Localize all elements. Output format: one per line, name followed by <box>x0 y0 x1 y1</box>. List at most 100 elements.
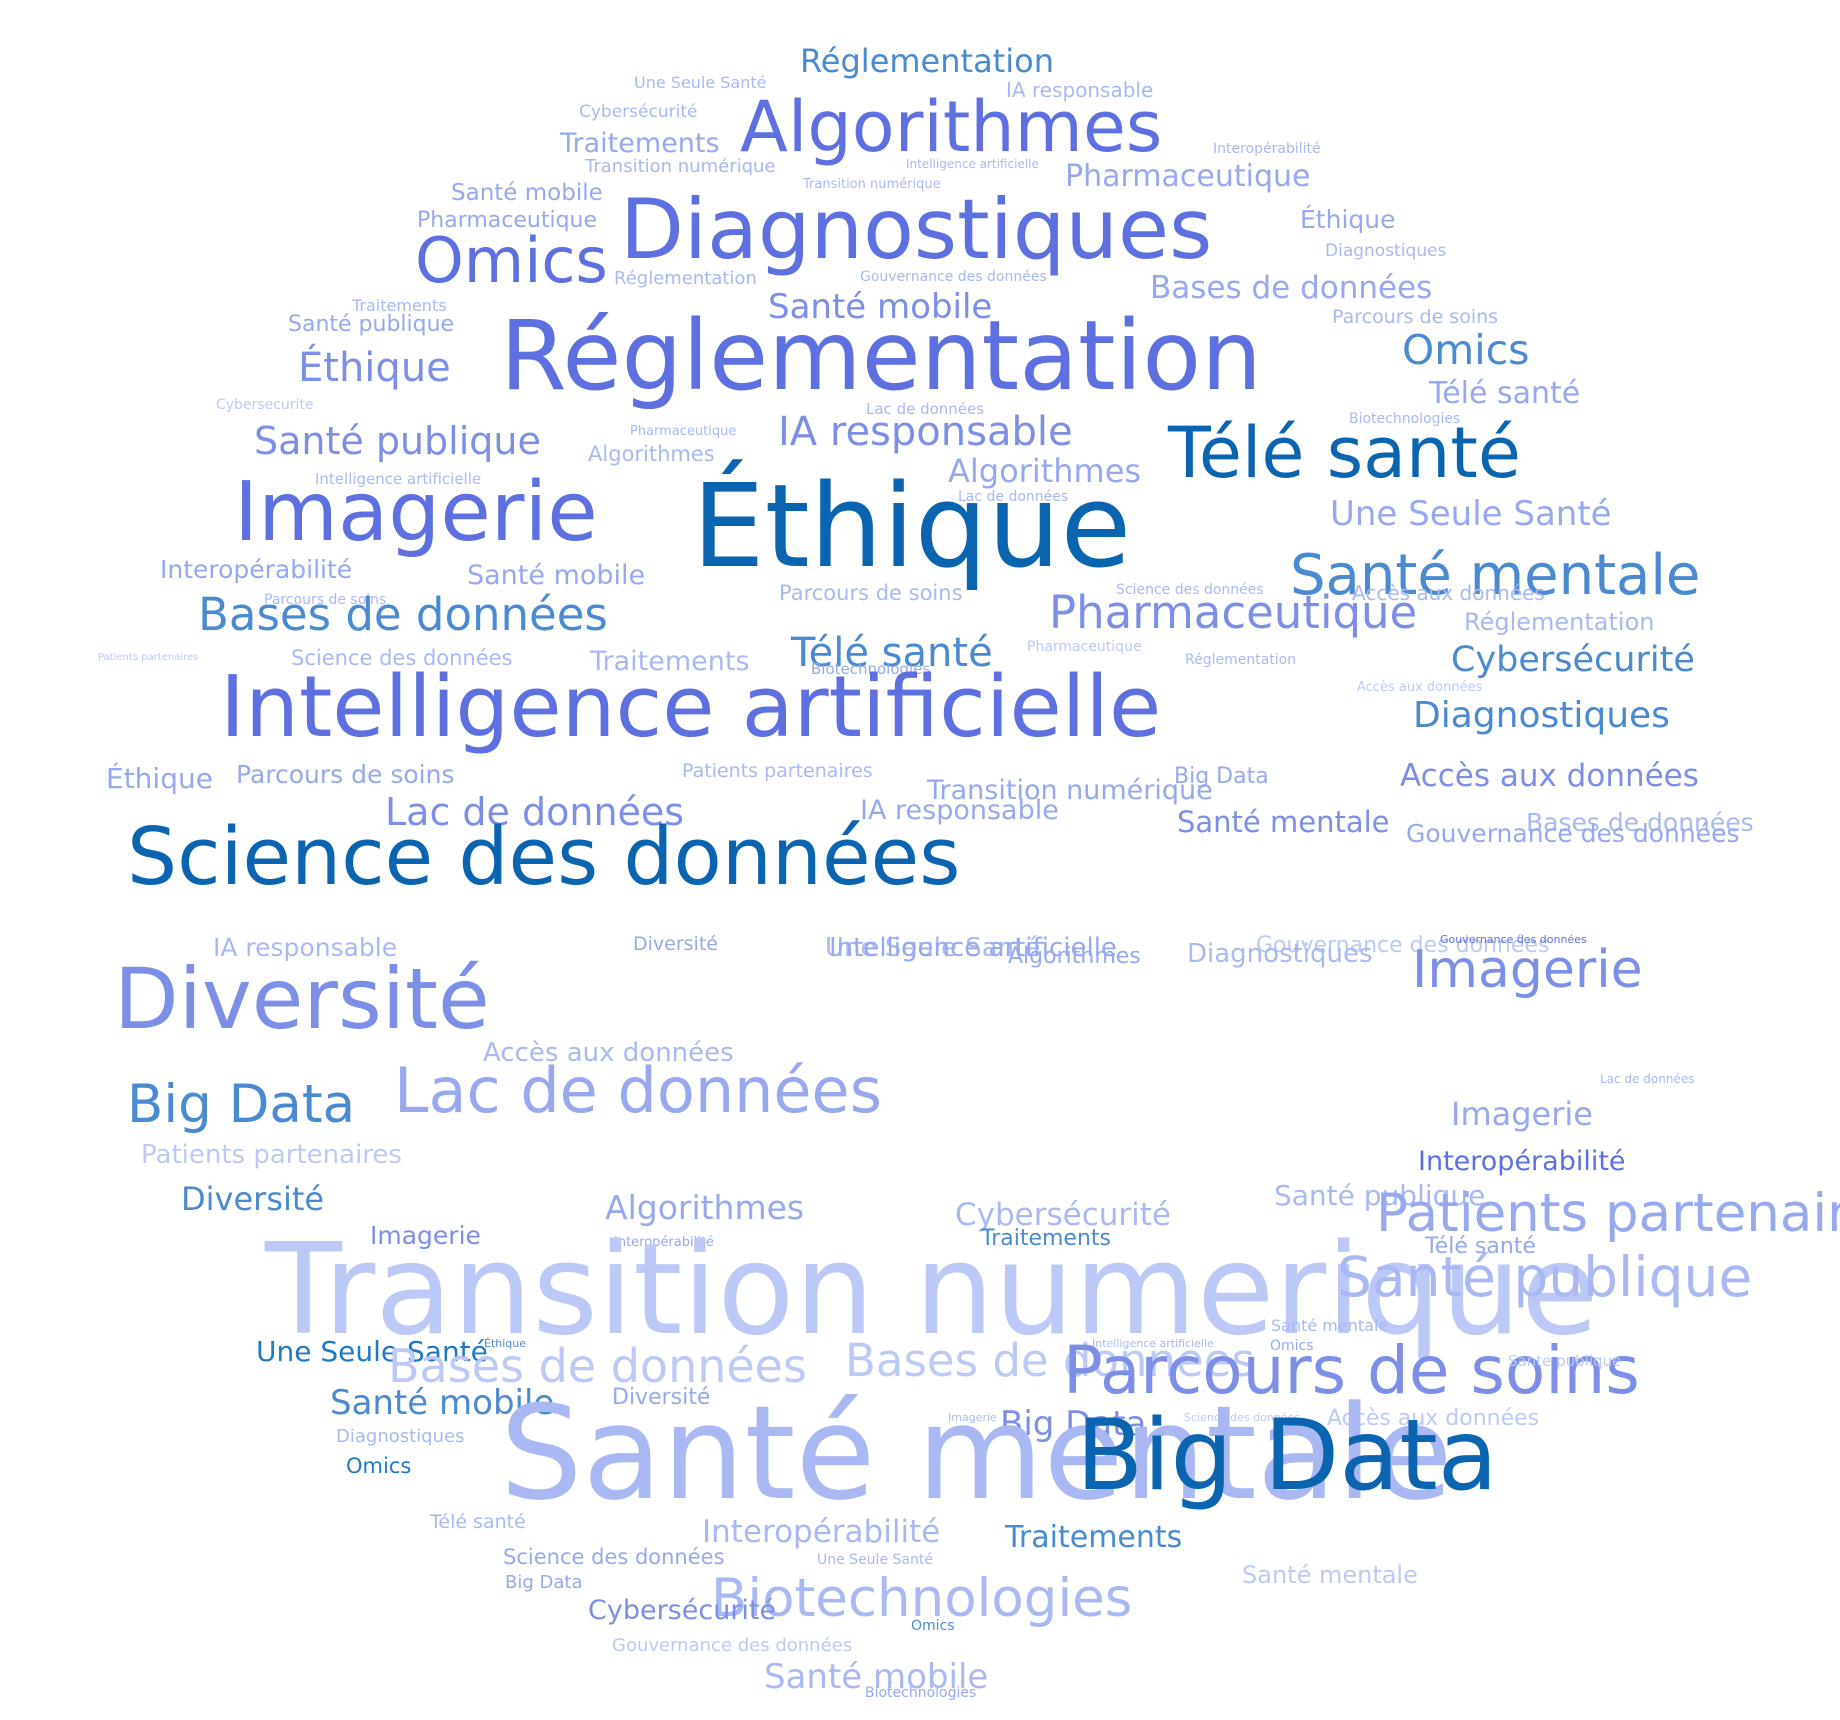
word-lac-de-donnees: Lac de données <box>394 1054 883 1127</box>
word-algorithmes: Algorithmes <box>1008 944 1141 969</box>
word-sante-mobile: Santé mobile <box>330 1383 555 1423</box>
word-algorithmes: Algorithmes <box>605 1188 805 1227</box>
word-transition-numerique: Transition numérique <box>585 156 776 177</box>
word-omics: Omics <box>415 224 608 297</box>
word-bases-de-donnees: Bases de données <box>388 1339 807 1393</box>
word-ia-responsable: IA responsable <box>1006 78 1154 102</box>
word-intelligence-artificielle: Intelligence artificielle <box>220 658 1162 757</box>
word-sante-mentale: Santé mentale <box>500 1377 1453 1529</box>
word-parcours-de-soins: Parcours de soins <box>236 760 455 789</box>
word-parcours-de-soins: Parcours de soins <box>1332 306 1499 328</box>
word-sante-mentale: Santé mentale <box>1242 1561 1418 1589</box>
word-cybersecurite: Cybersécurité <box>588 1595 777 1626</box>
word-bases-de-donnees: Bases de donnees <box>845 1334 1255 1387</box>
word-omics: Omics <box>346 1454 412 1478</box>
word-cybersecurite: Cybersécurité <box>1451 640 1695 680</box>
word-science-des-donnees: Science des données <box>127 811 961 903</box>
word-reglementation: Réglementation <box>500 300 1262 412</box>
word-patients-partenaires: Patients partenaires <box>98 652 199 663</box>
word-intelligence-artificielle: Intelligence artificielle <box>1092 1337 1214 1350</box>
word-science-des-donnees: Science des données <box>291 646 513 670</box>
word-sante-mobile: Santé mobile <box>764 1657 989 1697</box>
word-cybersecurite: Cybersecurite <box>216 397 314 413</box>
word-gouvernance-des-donnees: Gouvernance des données <box>612 1635 853 1656</box>
word-une-seule-sante: Une Seule Santé <box>1330 494 1612 534</box>
word-diversite: Diversité <box>633 933 718 955</box>
word-traitements: Traitements <box>590 646 750 677</box>
word-imagerie: Imagerie <box>234 465 598 560</box>
word-reglementation: Réglementation <box>614 268 757 289</box>
word-acces-aux-donnees: Accès aux données <box>1327 1406 1540 1431</box>
word-interoperabilite: Interopérabilité <box>1213 141 1321 157</box>
word-transition-numerique: Transition numérique <box>803 177 941 192</box>
word-reglementation: Réglementation <box>800 42 1054 80</box>
word-interoperabilite: Interopérabilité <box>160 555 353 584</box>
word-diagnostiques: Diagnostiques <box>1325 241 1447 261</box>
word-diagnostiques: Diagnostiques <box>620 181 1213 278</box>
word-ethique: Éthique <box>484 1337 527 1350</box>
word-big-data: Big Data <box>127 1074 356 1135</box>
word-traitements: Traitements <box>560 128 720 159</box>
word-acces-aux-donnees: Accès aux données <box>483 1038 734 1068</box>
word-science-des-donnees: Science des données <box>1116 582 1264 598</box>
word-diversite: Diversité <box>114 950 490 1048</box>
word-science-des-donnees: Science des données <box>503 1545 725 1569</box>
word-parcours-de-soins: Parcours de soins <box>264 592 387 608</box>
word-transition-numerique: Transition numérique <box>927 775 1213 806</box>
word-ethique: Éthique <box>692 460 1132 594</box>
word-diagnostiques: Diagnostiques <box>1413 695 1670 736</box>
word-une-seule-sante: Une Seule Santé <box>825 933 1041 963</box>
word-algorithmes: Algorithmes <box>588 442 715 466</box>
word-intelligence-artificielle: Intelligence artificielle <box>906 157 1039 171</box>
word-biotechnologies: Biotechnologies <box>711 1568 1133 1629</box>
word-acces-aux-donnees: Accès aux données <box>1352 581 1545 605</box>
word-tele-sante: Télé santé <box>791 630 993 676</box>
word-intelligence-artificielle: Intelligence artificielle <box>315 470 482 488</box>
word-omics: Omics <box>1270 1338 1314 1354</box>
word-algorithmes: Algorithmes <box>740 86 1163 168</box>
word-lac-de-donnees: Lac de données <box>866 400 985 418</box>
word-ethique: Éthique <box>1300 205 1396 234</box>
word-imagerie: Imagerie <box>948 1411 997 1424</box>
word-bases-de-donnees: Bases de données <box>1150 270 1433 306</box>
word-imagerie: Imagerie <box>370 1221 481 1250</box>
word-tele-sante: Télé santé <box>430 1511 526 1533</box>
word-traitements: Traitements <box>1005 1520 1183 1555</box>
word-une-seule-sante: Une Seule Santé <box>634 73 767 92</box>
word-gouvernance-des-donnees: Gouvernance des données <box>1440 933 1587 946</box>
word-lac-de-donnees: Lac de données <box>385 790 685 834</box>
word-sante-publique: Santé publique <box>1337 1245 1753 1309</box>
word-imagerie: Imagerie <box>1412 940 1643 1000</box>
word-tele-sante: Télé santé <box>1425 1234 1536 1259</box>
word-biotechnologies: Biotechnologies <box>1349 411 1461 427</box>
word-reglementation: Réglementation <box>1464 608 1655 636</box>
word-ethique: Éthique <box>106 762 213 795</box>
word-parcours-de-soins: Parcours de soins <box>1063 1332 1640 1409</box>
word-diagnostiques: Diagnostiques <box>1187 939 1373 969</box>
word-sante-mobile: Santé mobile <box>768 287 993 327</box>
word-intelligence-artificielle: Intelligence artificielle <box>829 933 1117 963</box>
word-diversite: Diversité <box>181 1180 325 1218</box>
word-sante-mobile: Santé mobile <box>451 180 603 206</box>
word-parcours-de-soins: Parcours de soins <box>779 581 963 605</box>
word-pharmaceutique: Pharmaceutique <box>630 424 737 439</box>
word-big-data: Big Data <box>505 1572 583 1593</box>
word-biotechnologies: Biotechnologies <box>811 660 931 678</box>
word-pharmaceutique: Pharmaceutique <box>1027 639 1142 655</box>
word-science-des-donnees: Science des données <box>1184 1411 1301 1424</box>
word-sante-publique: Santé publique <box>1274 1179 1486 1212</box>
word-transition-numerique: Transition numerique <box>265 1216 1599 1363</box>
word-une-seule-sante: Une Seule Santé <box>817 1552 933 1568</box>
word-sante-publique: Sante publique <box>1508 1352 1622 1370</box>
word-acces-aux-donnees: Accès aux données <box>1357 680 1483 695</box>
word-lac-de-donnees: Lac de données <box>958 489 1069 505</box>
word-patients-partenaires: Patients partenaires <box>1376 1183 1840 1244</box>
word-pharmaceutique: Pharmaceutique <box>1049 586 1418 639</box>
word-acces-aux-donnees: Accès aux données <box>1400 758 1699 794</box>
word-gouvernance-des-donnees: Gouvernance des données <box>1406 819 1740 848</box>
word-sante-publique: Santé publique <box>288 312 455 337</box>
word-ia-responsable: IA responsable <box>213 933 398 962</box>
word-patients-partenaires: Patients partenaires <box>682 760 873 782</box>
word-pharmaceutique: Pharmaceutique <box>1065 159 1311 194</box>
word-ia-responsable: IA responsable <box>778 409 1073 455</box>
